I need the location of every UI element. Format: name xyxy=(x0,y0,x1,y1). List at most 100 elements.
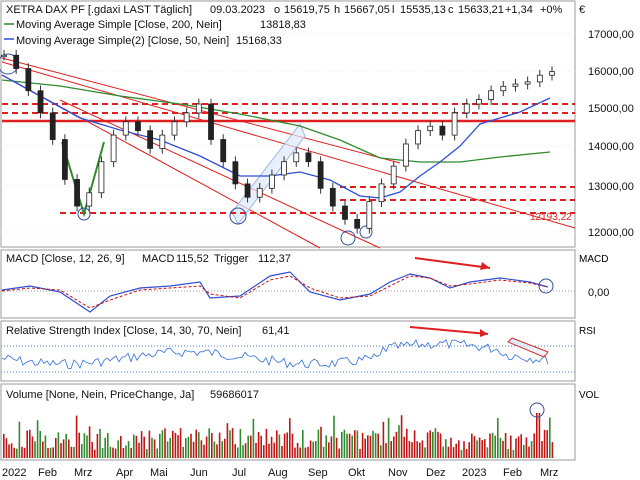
volume-bar xyxy=(372,430,374,458)
volume-title: Volume [None, Nein, PriceChange, Ja] xyxy=(6,389,194,401)
candle-body xyxy=(329,187,336,207)
candle-body xyxy=(269,174,275,189)
volume-bar xyxy=(101,448,104,458)
volume-bar xyxy=(335,437,338,458)
volume-bar xyxy=(525,437,528,458)
candle-body xyxy=(1,54,7,58)
candle-body xyxy=(305,152,312,163)
volume-bar xyxy=(192,441,195,458)
volume-bar xyxy=(153,439,156,458)
volume-bar xyxy=(377,433,379,458)
volume-bar xyxy=(55,438,57,458)
ma200-legend-label: Moving Average Simple [Close, 200, Nein] xyxy=(16,19,222,31)
volume-bar xyxy=(164,428,166,458)
candle-body xyxy=(37,90,44,114)
rsi-panel xyxy=(0,320,576,382)
candle-body xyxy=(378,183,385,203)
volume-bar xyxy=(39,431,41,458)
volume-bar xyxy=(159,433,161,458)
volume-bar xyxy=(299,447,301,458)
candle-body xyxy=(13,54,20,69)
candle-body xyxy=(159,134,166,149)
volume-bar xyxy=(213,441,216,458)
volume-bar xyxy=(322,446,325,458)
high-value: 15667,05 xyxy=(344,4,390,16)
volume-bar xyxy=(309,440,312,458)
volume-bar xyxy=(278,434,281,458)
volume-bar xyxy=(205,436,208,458)
x-tick-label: Nov xyxy=(388,467,408,479)
volume-bar xyxy=(515,438,517,458)
x-tick-label: Sep xyxy=(308,467,328,479)
candle-body xyxy=(500,85,507,92)
volume-bar xyxy=(73,447,75,458)
volume-bar xyxy=(18,421,21,458)
volume-bar xyxy=(328,442,330,458)
volume-bar xyxy=(382,421,385,458)
volume-bar xyxy=(78,432,80,458)
volume-bar xyxy=(406,428,408,458)
candle-body xyxy=(220,139,227,163)
macd-value: 115,52 xyxy=(176,253,209,265)
volume-bar xyxy=(140,431,143,458)
candle-body xyxy=(281,161,287,176)
volume-bar xyxy=(122,448,125,458)
ma50-legend-label: Moving Average Simple(2) [Close, 50, Nei… xyxy=(16,35,229,47)
candle-body xyxy=(390,165,397,185)
volume-bar xyxy=(94,449,96,458)
volume-bar xyxy=(416,441,418,458)
volume-bar xyxy=(359,449,361,458)
volume-bar xyxy=(221,441,223,458)
candle-body xyxy=(524,81,531,85)
support-value-label: 12193,22 xyxy=(530,212,572,223)
y-tick-16000: 16000,00 xyxy=(588,66,634,78)
change-pct: +0% xyxy=(540,4,563,16)
volume-bar xyxy=(26,430,28,458)
volume-bar xyxy=(268,443,270,458)
volume-bar xyxy=(426,432,429,458)
volume-bar xyxy=(231,428,234,458)
volume-bar xyxy=(432,432,434,458)
candle-body xyxy=(549,71,555,76)
volume-bar xyxy=(198,432,200,458)
volume-bar xyxy=(283,433,286,458)
volume-bar xyxy=(348,433,351,458)
volume-bar xyxy=(224,438,226,458)
volume-bar xyxy=(530,440,533,458)
volume-bar xyxy=(304,447,307,458)
volume-bar xyxy=(88,426,91,458)
trigger-value: 112,37 xyxy=(258,253,291,265)
y-tick-12000: 12000,00 xyxy=(588,227,634,239)
candle-body xyxy=(208,103,214,140)
candle-body xyxy=(195,103,202,114)
volume-bar xyxy=(229,430,231,458)
volume-bar xyxy=(148,430,151,458)
high-label: h xyxy=(334,4,340,16)
volume-bar xyxy=(346,433,348,458)
rsi-side-label: RSI xyxy=(579,326,596,337)
candle-body xyxy=(536,74,543,83)
volume-bar xyxy=(252,418,255,458)
volume-bar xyxy=(286,432,288,458)
volume-bar xyxy=(265,428,268,458)
candle-body xyxy=(476,99,482,105)
volume-bar xyxy=(398,425,400,458)
volume-bar xyxy=(117,440,119,458)
volume-bar xyxy=(47,448,49,458)
macd-y-tick-0: 0,00 xyxy=(588,287,609,299)
volume-bar xyxy=(307,446,309,458)
volume-bar xyxy=(260,435,262,458)
volume-bar xyxy=(75,415,78,458)
volume-bar xyxy=(112,447,114,458)
volume-bar xyxy=(34,441,36,458)
candle-body xyxy=(49,112,56,140)
trigger-label: Trigger xyxy=(214,253,249,265)
x-tick-label: Mrz xyxy=(540,467,558,479)
volume-bar xyxy=(146,449,148,458)
volume-bar xyxy=(96,433,99,458)
volume-bar xyxy=(437,431,439,458)
volume-bar xyxy=(226,423,229,458)
volume-bar xyxy=(177,435,179,458)
volume-bar xyxy=(133,434,135,458)
